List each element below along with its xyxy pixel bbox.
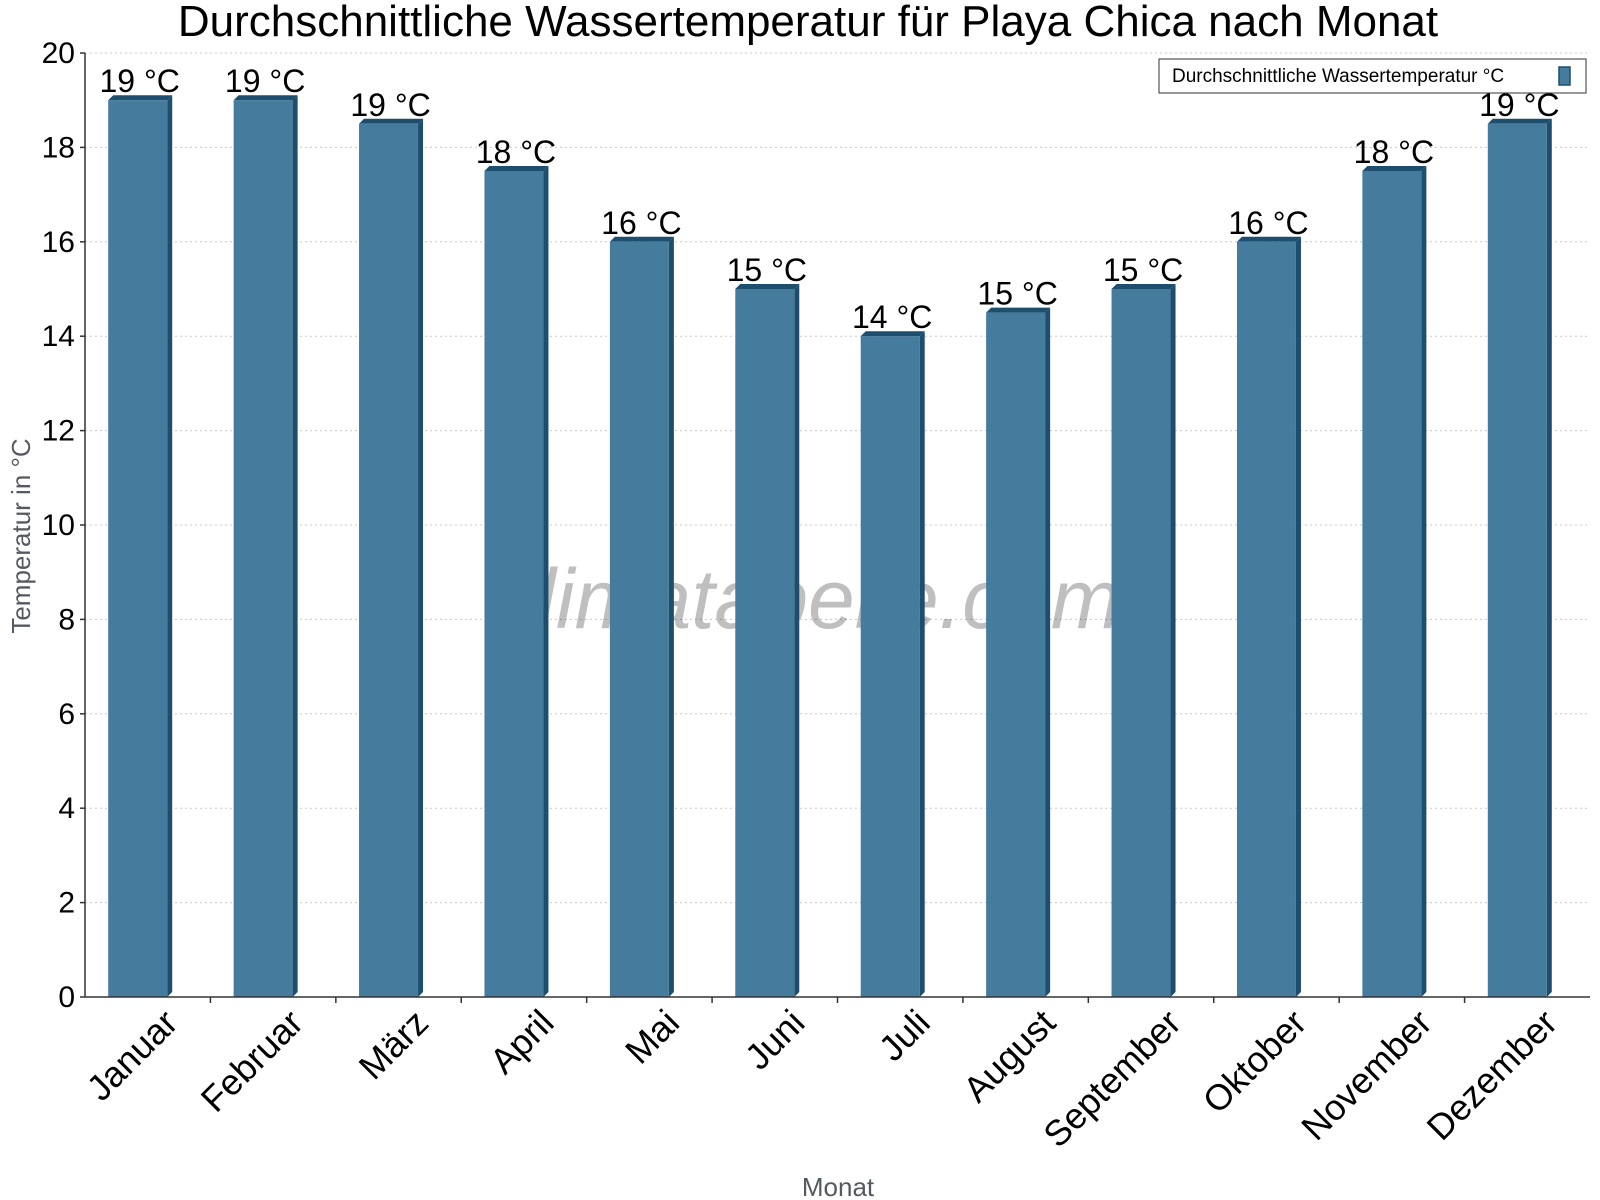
- bar-value-label: 14 °C: [852, 299, 932, 335]
- x-tick-label: Juni: [737, 1002, 813, 1078]
- y-tick-label: 8: [58, 603, 75, 636]
- bar-value-label: 18 °C: [1354, 134, 1434, 170]
- bar-top: [986, 307, 1051, 313]
- grid: [85, 52, 1590, 904]
- bar: [860, 331, 925, 997]
- bar-top: [860, 331, 925, 337]
- bar-side: [167, 95, 173, 997]
- x-axis-label: Monat: [802, 1172, 875, 1200]
- y-tick-label: 2: [58, 887, 75, 920]
- bar: [1111, 284, 1176, 997]
- bar-top: [1236, 236, 1301, 242]
- x-tick-label: März: [351, 1002, 437, 1088]
- y-axis-label: Temperatur in °C: [6, 438, 36, 633]
- x-tick-label: Oktober: [1195, 1002, 1315, 1122]
- bar-value-label: 18 °C: [476, 134, 556, 170]
- bar: [735, 284, 800, 997]
- x-tick-label: Juli: [871, 1002, 938, 1069]
- legend-label: Durchschnittliche Wassertemperatur °C: [1172, 66, 1504, 87]
- bar-side: [794, 284, 800, 997]
- x-tick-label: Mai: [617, 1002, 687, 1072]
- bar: [1236, 236, 1301, 998]
- bar-value-label: 19 °C: [225, 63, 305, 99]
- y-tick-label: 14: [42, 320, 75, 353]
- bar-value-label: 15 °C: [727, 252, 807, 288]
- bar-value-label: 16 °C: [1228, 205, 1308, 241]
- bar-top: [359, 118, 424, 124]
- bar-side: [1421, 166, 1427, 997]
- bar-front: [609, 241, 669, 998]
- bar-top: [108, 95, 173, 101]
- bar-front: [484, 171, 544, 997]
- bar: [233, 95, 298, 997]
- bar-front: [1487, 123, 1547, 998]
- bar-front: [1362, 171, 1422, 997]
- bar-side: [1295, 236, 1301, 998]
- bar-side: [1045, 307, 1051, 998]
- bar-front: [233, 100, 293, 997]
- x-tick-label: Januar: [79, 1002, 186, 1109]
- bar-value-label: 15 °C: [977, 276, 1057, 312]
- bar: [1487, 118, 1552, 998]
- bar-front: [986, 312, 1046, 998]
- bar-side: [418, 118, 424, 998]
- legend-swatch: [1558, 66, 1571, 86]
- ticks: 0 2 4 6 8 10 12 14 16 18 20: [42, 37, 1466, 1014]
- x-tick-label: Dezember: [1419, 1002, 1565, 1148]
- bar-top: [1111, 284, 1176, 289]
- bar-top: [735, 284, 800, 289]
- x-tick-label: Februar: [193, 1002, 311, 1120]
- bar: [1362, 166, 1427, 997]
- bar-front: [735, 289, 795, 997]
- y-tick-label: 6: [58, 698, 75, 731]
- y-tick-label: 18: [42, 131, 75, 164]
- bar-value-label: 16 °C: [601, 205, 681, 241]
- bar-top: [1487, 118, 1552, 124]
- bar-top: [609, 236, 674, 242]
- bar-top: [484, 166, 549, 171]
- y-tick-label: 20: [42, 37, 75, 70]
- y-tick-label: 12: [42, 415, 75, 448]
- bar-top: [233, 95, 298, 101]
- bar-side: [919, 331, 925, 997]
- bar-side: [1170, 284, 1176, 997]
- legend-box: [1158, 58, 1587, 94]
- bar-front: [359, 123, 419, 998]
- bar-top: [1362, 166, 1427, 171]
- x-tick-label: April: [482, 1002, 562, 1082]
- bar: [986, 307, 1051, 998]
- bar-value-label: 19 °C: [100, 63, 180, 99]
- x-tick-label: November: [1293, 1002, 1439, 1148]
- bar-front: [1236, 241, 1296, 998]
- bar-front: [108, 100, 168, 997]
- bar-front: [860, 336, 920, 997]
- bar-front: [1111, 289, 1171, 997]
- chart-title: Durchschnittliche Wassertemperatur für P…: [178, 0, 1438, 46]
- x-tick-label: August: [955, 1002, 1063, 1110]
- bar-value-label: 15 °C: [1103, 252, 1183, 288]
- y-tick-label: 0: [58, 981, 75, 1014]
- bar-value-label: 19 °C: [350, 87, 430, 123]
- bar-side: [668, 236, 674, 998]
- bar-side: [1546, 118, 1552, 998]
- y-tick-label: 10: [42, 509, 75, 542]
- bar: [609, 236, 674, 998]
- y-tick-label: 16: [42, 226, 75, 259]
- bar: [108, 95, 173, 997]
- bar-side: [292, 95, 298, 997]
- bar: [359, 118, 424, 998]
- x-tick-label: September: [1035, 1002, 1189, 1156]
- y-tick-label: 4: [58, 792, 75, 825]
- bar-side: [543, 166, 549, 997]
- legend: Durchschnittliche Wassertemperatur °C: [1158, 58, 1587, 94]
- bars: [108, 95, 1552, 998]
- bar: [484, 166, 549, 997]
